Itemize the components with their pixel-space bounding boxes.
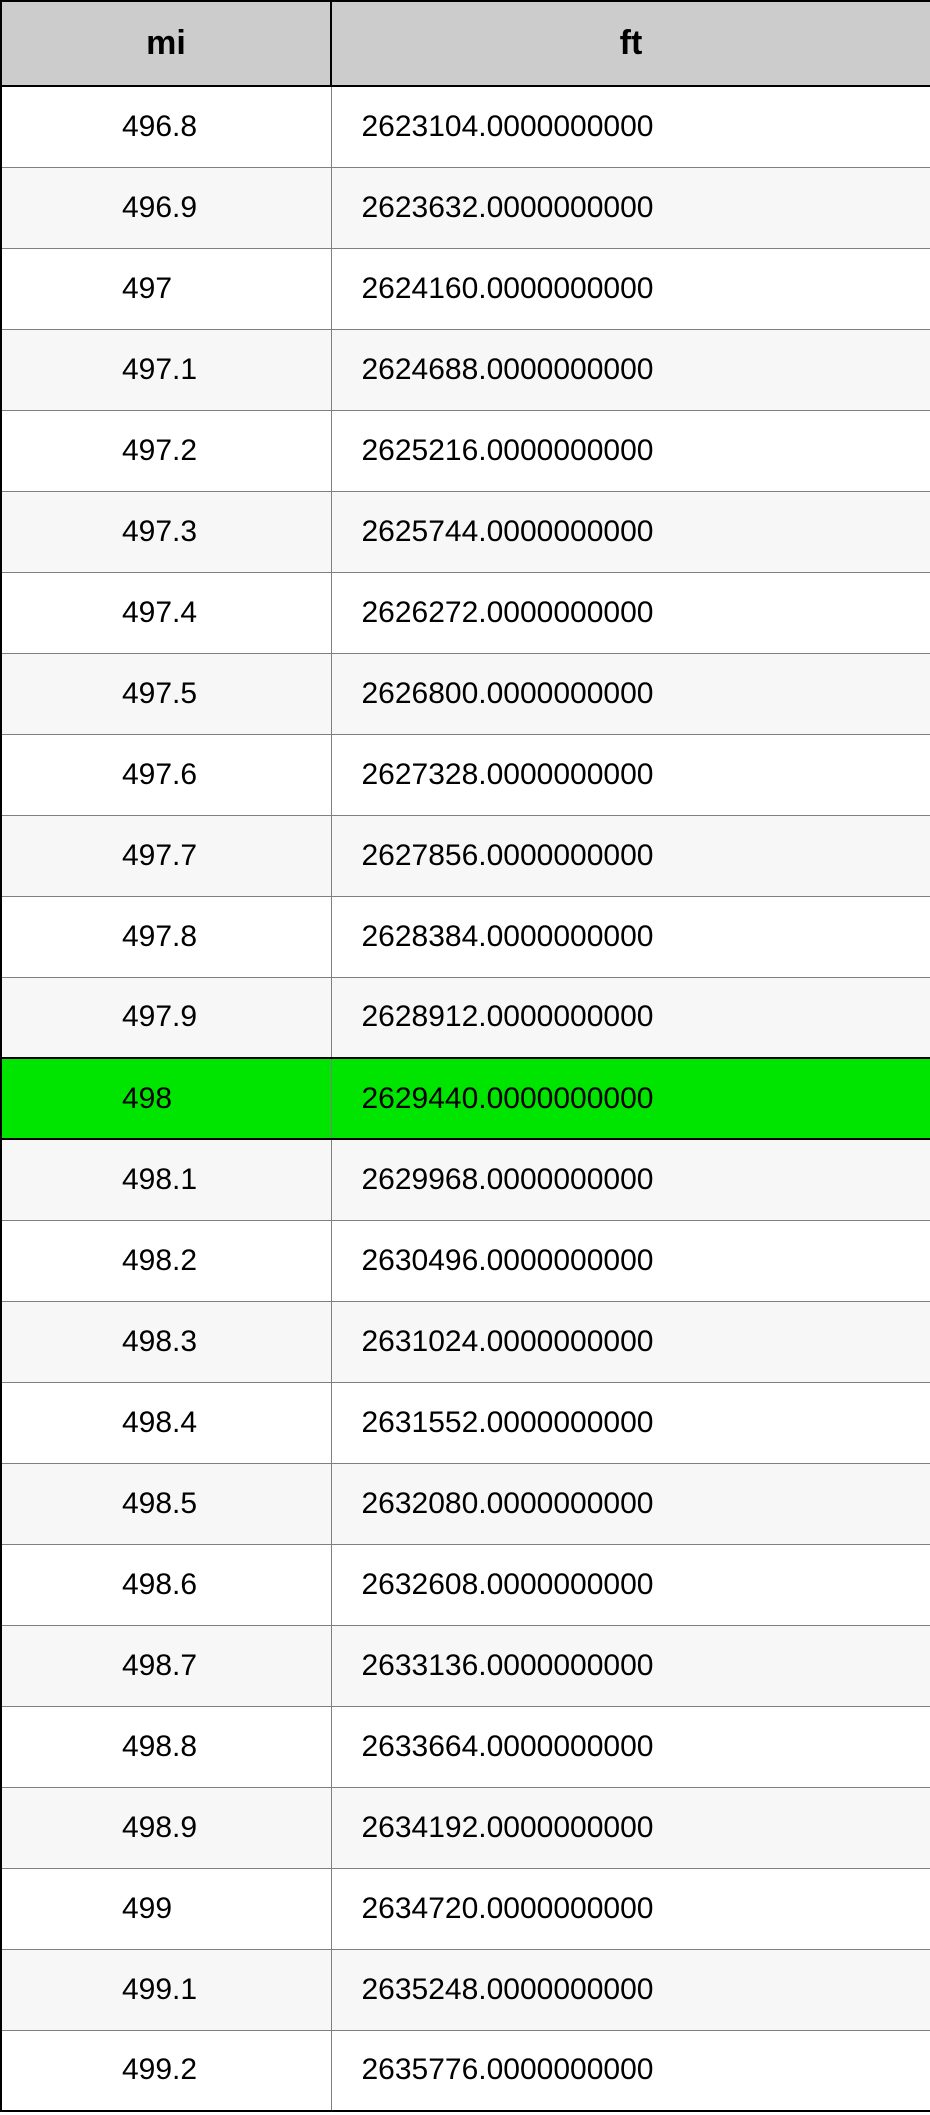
cell-ft: 2632608.0000000000: [331, 1544, 930, 1625]
column-header-ft: ft: [331, 1, 930, 86]
cell-mi: 497.4: [1, 572, 331, 653]
cell-mi: 497.7: [1, 815, 331, 896]
cell-mi: 497.1: [1, 329, 331, 410]
cell-mi: 498.7: [1, 1625, 331, 1706]
table-row: 498.82633664.0000000000: [1, 1706, 930, 1787]
cell-mi: 497: [1, 248, 331, 329]
table-row: 498.22630496.0000000000: [1, 1220, 930, 1301]
cell-mi: 498.2: [1, 1220, 331, 1301]
table-header-row: mi ft: [1, 1, 930, 86]
table-row: 499.22635776.0000000000: [1, 2030, 930, 2111]
cell-ft: 2624688.0000000000: [331, 329, 930, 410]
cell-ft: 2634192.0000000000: [331, 1787, 930, 1868]
cell-mi: 498: [1, 1058, 331, 1139]
cell-mi: 497.5: [1, 653, 331, 734]
table-row: 4982629440.0000000000: [1, 1058, 930, 1139]
cell-ft: 2628912.0000000000: [331, 977, 930, 1058]
table-row: 498.62632608.0000000000: [1, 1544, 930, 1625]
cell-mi: 498.6: [1, 1544, 331, 1625]
table-row: 498.52632080.0000000000: [1, 1463, 930, 1544]
cell-ft: 2631024.0000000000: [331, 1301, 930, 1382]
table-row: 4992634720.0000000000: [1, 1868, 930, 1949]
table-row: 497.52626800.0000000000: [1, 653, 930, 734]
table-row: 496.82623104.0000000000: [1, 86, 930, 167]
cell-mi: 497.6: [1, 734, 331, 815]
cell-ft: 2629440.0000000000: [331, 1058, 930, 1139]
cell-mi: 497.2: [1, 410, 331, 491]
cell-ft: 2628384.0000000000: [331, 896, 930, 977]
cell-ft: 2623632.0000000000: [331, 167, 930, 248]
cell-ft: 2635248.0000000000: [331, 1949, 930, 2030]
cell-mi: 498.3: [1, 1301, 331, 1382]
cell-ft: 2624160.0000000000: [331, 248, 930, 329]
table-row: 497.72627856.0000000000: [1, 815, 930, 896]
table-row: 497.22625216.0000000000: [1, 410, 930, 491]
cell-ft: 2633664.0000000000: [331, 1706, 930, 1787]
cell-ft: 2631552.0000000000: [331, 1382, 930, 1463]
column-header-mi: mi: [1, 1, 331, 86]
cell-mi: 497.8: [1, 896, 331, 977]
cell-ft: 2633136.0000000000: [331, 1625, 930, 1706]
table-row: 497.92628912.0000000000: [1, 977, 930, 1058]
cell-mi: 499.1: [1, 1949, 331, 2030]
cell-ft: 2630496.0000000000: [331, 1220, 930, 1301]
table-row: 498.72633136.0000000000: [1, 1625, 930, 1706]
cell-ft: 2627328.0000000000: [331, 734, 930, 815]
cell-mi: 497.9: [1, 977, 331, 1058]
cell-ft: 2627856.0000000000: [331, 815, 930, 896]
conversion-table: mi ft 496.82623104.0000000000496.9262363…: [0, 0, 930, 2112]
table-row: 499.12635248.0000000000: [1, 1949, 930, 2030]
table-row: 498.42631552.0000000000: [1, 1382, 930, 1463]
table-row: 497.12624688.0000000000: [1, 329, 930, 410]
table-row: 497.32625744.0000000000: [1, 491, 930, 572]
cell-mi: 498.1: [1, 1139, 331, 1220]
cell-mi: 496.9: [1, 167, 331, 248]
table-row: 497.62627328.0000000000: [1, 734, 930, 815]
cell-mi: 496.8: [1, 86, 331, 167]
cell-mi: 499: [1, 1868, 331, 1949]
table-row: 496.92623632.0000000000: [1, 167, 930, 248]
cell-mi: 498.4: [1, 1382, 331, 1463]
cell-mi: 499.2: [1, 2030, 331, 2111]
cell-ft: 2629968.0000000000: [331, 1139, 930, 1220]
table-row: 498.32631024.0000000000: [1, 1301, 930, 1382]
cell-ft: 2625744.0000000000: [331, 491, 930, 572]
cell-ft: 2623104.0000000000: [331, 86, 930, 167]
table-row: 498.12629968.0000000000: [1, 1139, 930, 1220]
table-body: 496.82623104.0000000000496.92623632.0000…: [1, 86, 930, 2111]
cell-mi: 498.8: [1, 1706, 331, 1787]
table-row: 4972624160.0000000000: [1, 248, 930, 329]
cell-ft: 2635776.0000000000: [331, 2030, 930, 2111]
cell-ft: 2625216.0000000000: [331, 410, 930, 491]
cell-ft: 2632080.0000000000: [331, 1463, 930, 1544]
cell-ft: 2626800.0000000000: [331, 653, 930, 734]
table-row: 498.92634192.0000000000: [1, 1787, 930, 1868]
cell-mi: 497.3: [1, 491, 331, 572]
cell-ft: 2634720.0000000000: [331, 1868, 930, 1949]
cell-ft: 2626272.0000000000: [331, 572, 930, 653]
cell-mi: 498.9: [1, 1787, 331, 1868]
table-row: 497.82628384.0000000000: [1, 896, 930, 977]
cell-mi: 498.5: [1, 1463, 331, 1544]
table-row: 497.42626272.0000000000: [1, 572, 930, 653]
